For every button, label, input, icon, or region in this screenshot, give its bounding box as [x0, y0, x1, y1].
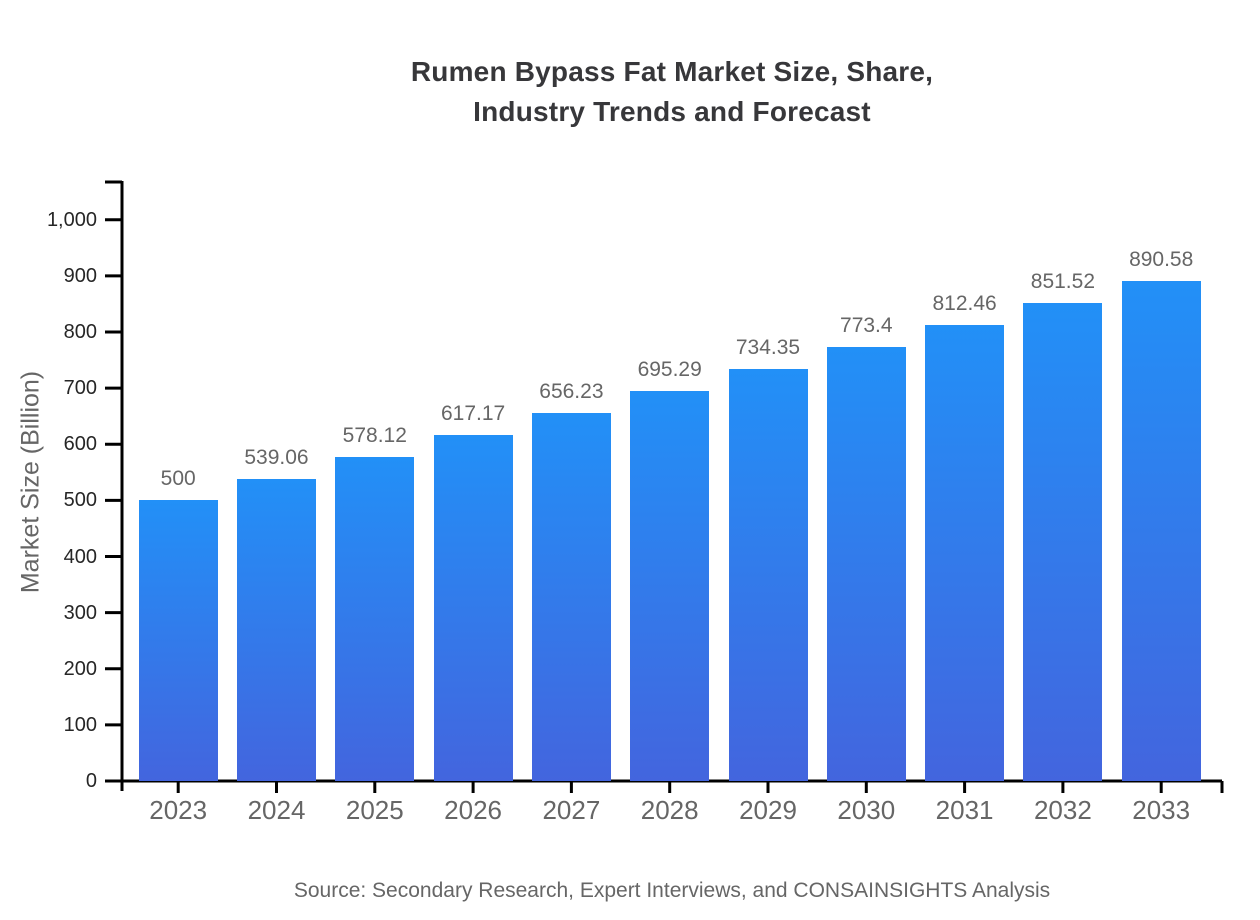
bar: [138, 500, 218, 781]
y-tick-label: 200: [63, 657, 97, 680]
bar: [826, 347, 906, 781]
bar: [630, 390, 710, 781]
bar: [728, 368, 808, 781]
bar: [531, 412, 611, 781]
bar-value-label: 539.06: [244, 445, 309, 469]
y-tick-label: 800: [63, 321, 97, 343]
x-tick-label: 2025: [345, 795, 404, 825]
bar-value-label: 578.12: [342, 423, 407, 447]
x-tick-label: 2026: [444, 795, 503, 825]
bar-value-label: 656.23: [539, 379, 604, 403]
bar-value-label: 773.4: [840, 314, 893, 337]
bar-value-label: 851.52: [1030, 270, 1095, 294]
x-tick-label: 2032: [1033, 795, 1092, 825]
y-tick-label: 100: [63, 713, 97, 736]
x-tick-label: 2023: [149, 795, 208, 825]
chart-title-line-2: Industry Trends and Forecast: [473, 96, 871, 127]
bar: [433, 434, 513, 781]
y-tick-label: 400: [63, 545, 97, 568]
x-tick-label: 2024: [247, 795, 306, 825]
x-tick-label: 2031: [935, 795, 994, 825]
x-tick-label: 2027: [542, 795, 601, 825]
y-tick-label: 0: [85, 770, 97, 792]
y-tick-label: 700: [63, 377, 97, 400]
x-tick-label: 2028: [640, 795, 699, 825]
x-tick-label: 2030: [837, 795, 896, 825]
bar-value-label: 890.58: [1129, 248, 1194, 272]
y-tick-label: 900: [63, 264, 97, 287]
y-tick-label: 500: [63, 489, 97, 512]
bar-value-label: 617.17: [440, 401, 506, 425]
bar: [1023, 303, 1103, 781]
bar-value-label: 500: [160, 467, 196, 491]
chart-title: Rumen Bypass Fat Market Size, Share, Ind…: [84, 52, 1260, 132]
x-tick-label: 2033: [1132, 795, 1191, 825]
bar-value-label: 695.29: [637, 357, 702, 381]
bar: [237, 478, 316, 781]
chart-title-line-1: Rumen Bypass Fat Market Size, Share,: [410, 56, 934, 87]
y-tick-label: 600: [63, 433, 97, 456]
y-tick-label: 300: [63, 601, 97, 624]
bar: [925, 325, 1005, 781]
bar-value-label: 812.46: [932, 292, 997, 315]
bar: [335, 456, 415, 781]
y-tick-label: 1,000: [46, 208, 97, 231]
bar: [1121, 281, 1201, 781]
bar-value-label: 734.35: [735, 335, 801, 359]
source-note: Source: Secondary Research, Expert Inter…: [293, 879, 1051, 902]
x-tick-label: 2029: [739, 795, 797, 825]
